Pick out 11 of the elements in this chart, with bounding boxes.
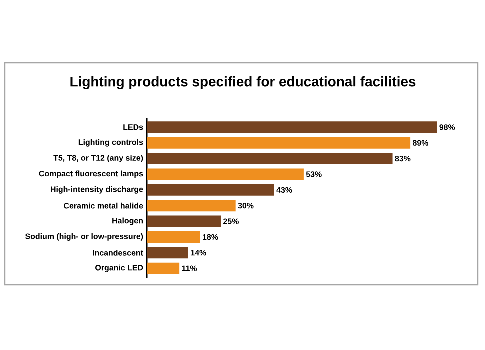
- bar: [147, 231, 200, 243]
- bar: [147, 262, 180, 274]
- chart-title: Lighting products specified for educational facilities: [70, 76, 416, 90]
- bar: [147, 168, 304, 180]
- bar: [147, 184, 274, 196]
- bar: [147, 122, 438, 134]
- bar: [147, 247, 188, 259]
- bar: [147, 200, 236, 212]
- bar: [147, 153, 393, 165]
- bar: [147, 137, 411, 149]
- bar: [147, 216, 222, 228]
